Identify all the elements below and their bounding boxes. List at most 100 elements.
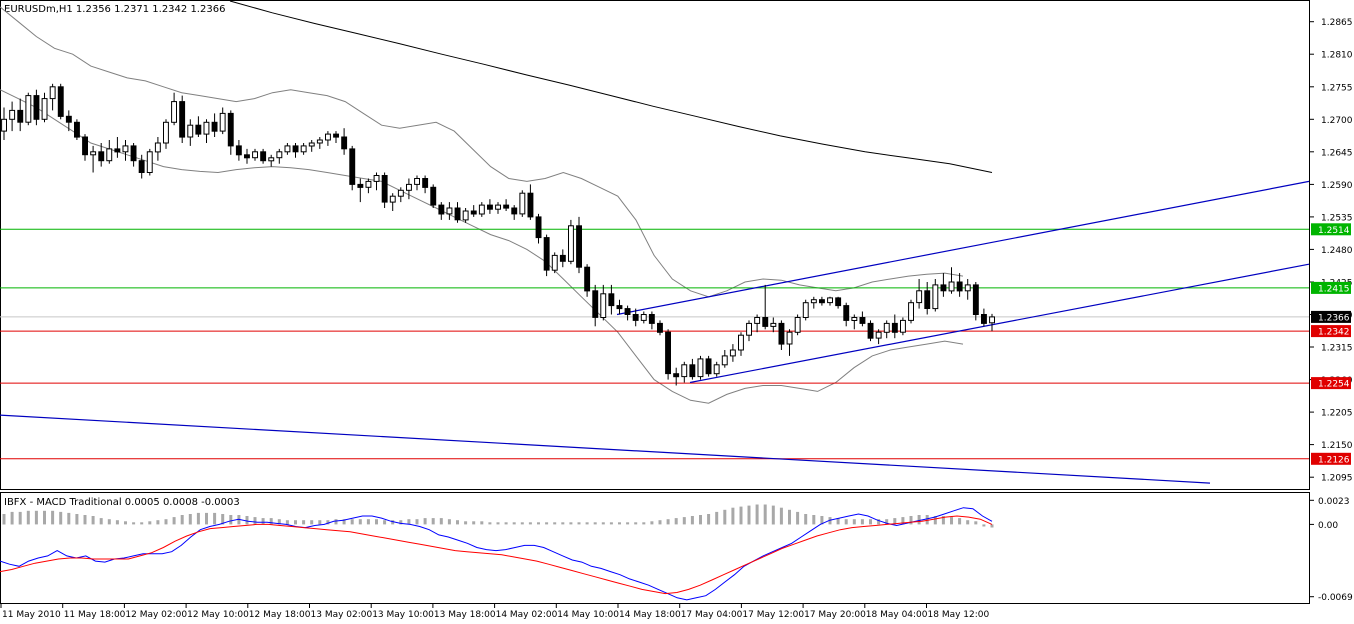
macd-hist-bar [399,520,403,525]
candle-bull [883,322,890,333]
candle-bull [989,316,995,324]
candle-bear [608,293,615,307]
candle-bull [916,290,923,304]
candle-bear [292,145,299,153]
candle-bull [106,148,113,162]
macd-hist-bar [391,520,395,525]
candle-bull [738,334,744,351]
price-panel: EURUSDm,H1 1.2356 1.2371 1.2342 1.2366 1… [0,0,1353,490]
candle-bull [146,151,153,174]
time-tick-label: 18 May 12:00 [928,610,990,620]
candle-bear [924,290,931,309]
macd-hist-bar [796,511,800,525]
candle-bear [487,204,493,210]
candle-bear [179,101,186,138]
macd-hist-bar [375,519,378,525]
macd-hist-bar [439,518,443,525]
macd-hist-bar [844,519,848,525]
macd-hist-bar [634,522,638,525]
moving-average [229,0,993,173]
candle-bear [511,207,518,215]
candle-bull [284,145,291,153]
price-label-text: 1.2126 [1318,455,1350,465]
candle-bear [956,281,963,292]
macd-hist-bar [172,517,176,525]
macd-hist-bar [464,521,468,525]
time-tick-label: 13 May 10:00 [372,610,434,620]
price-tick-label: 1.2755 [1321,83,1353,93]
time-tick-label: 13 May 02:00 [311,610,373,620]
candle-bear [665,331,671,375]
candle-bear [592,290,599,318]
candle-bull [681,364,688,378]
macd-hist-bar [213,512,217,525]
candle-bull [308,142,315,147]
macd-hist-bar [334,519,338,525]
candle-bull [810,299,817,304]
candle-bear [138,160,145,173]
macd-hist-bar [480,521,484,525]
macd-hist-bar [755,504,759,525]
signal-line [0,515,993,595]
macd-hist-bar [253,517,257,525]
candle-bear [260,151,267,162]
macd-hist-bar [885,519,889,525]
macd-hist-bar [561,522,565,525]
price-tick-label: 1.2480 [1321,246,1353,256]
candle-bear [454,207,461,221]
macd-hist-bar [132,522,136,525]
macd-hist-bar [674,518,678,525]
price-tick-label: 1.2865 [1321,18,1353,28]
candle-bull [729,349,736,357]
macd-hist-bar [512,522,516,525]
time-tick-label: 11 May 18:00 [64,610,126,620]
macd-hist-bar [585,522,589,525]
candle-bear [430,186,437,206]
candle-bear [689,364,696,378]
candle-bull [397,189,404,197]
macd-hist-bar [901,517,905,525]
macd-hist-bar [115,520,119,525]
macd-hist-bar [318,520,322,525]
candle-bear [559,254,566,262]
macd-line [0,507,993,601]
macd-hist-bar [723,509,727,525]
macd-hist-bar [107,519,111,525]
price-panel-frame [0,0,1310,490]
macd-hist-bar [164,519,168,525]
price-tick-label: 1.2700 [1321,116,1353,126]
macd-hist-bar [682,517,686,525]
candle-bear [584,266,591,292]
candle-bear [235,145,242,156]
macd-hist-bar [10,511,14,525]
candle-bull [365,180,372,188]
macd-hist-bar [537,522,540,525]
candle-bear [527,192,534,218]
candle-bull [9,109,16,120]
trend-line [0,414,1211,484]
trend-line [616,180,1310,316]
macd-hist-bar [982,524,986,527]
macd-hist-bar [366,519,370,525]
macd-hist-bar [869,519,872,525]
macd-axis: 0.0023 0.00 -0.0069 [1309,497,1353,603]
candle-bull [406,183,412,191]
macd-hist-bar [43,510,46,525]
macd-hist-bar [601,522,605,525]
candle-bear [57,86,64,117]
macd-tick-label: -0.0069 [1318,593,1353,603]
bollinger-lower [0,89,964,404]
candle-bull [746,322,752,336]
macd-hist-bar [650,521,654,525]
macd-hist-bar [229,515,233,525]
macd-hist-bar [974,521,978,525]
macd-hist-bar [828,517,832,525]
macd-hist-bar [358,519,362,525]
price-label-box [1311,310,1351,323]
candle-bear [357,183,364,188]
price-label-box [1311,452,1351,465]
time-axis: 11 May 2010 11 May 18:00 12 May 02:00 12 Ma… [0,603,990,620]
macd-hist-bar [933,516,937,525]
macd-hist-bar [609,522,613,525]
time-tick-label: 17 May 20:00 [804,610,866,620]
